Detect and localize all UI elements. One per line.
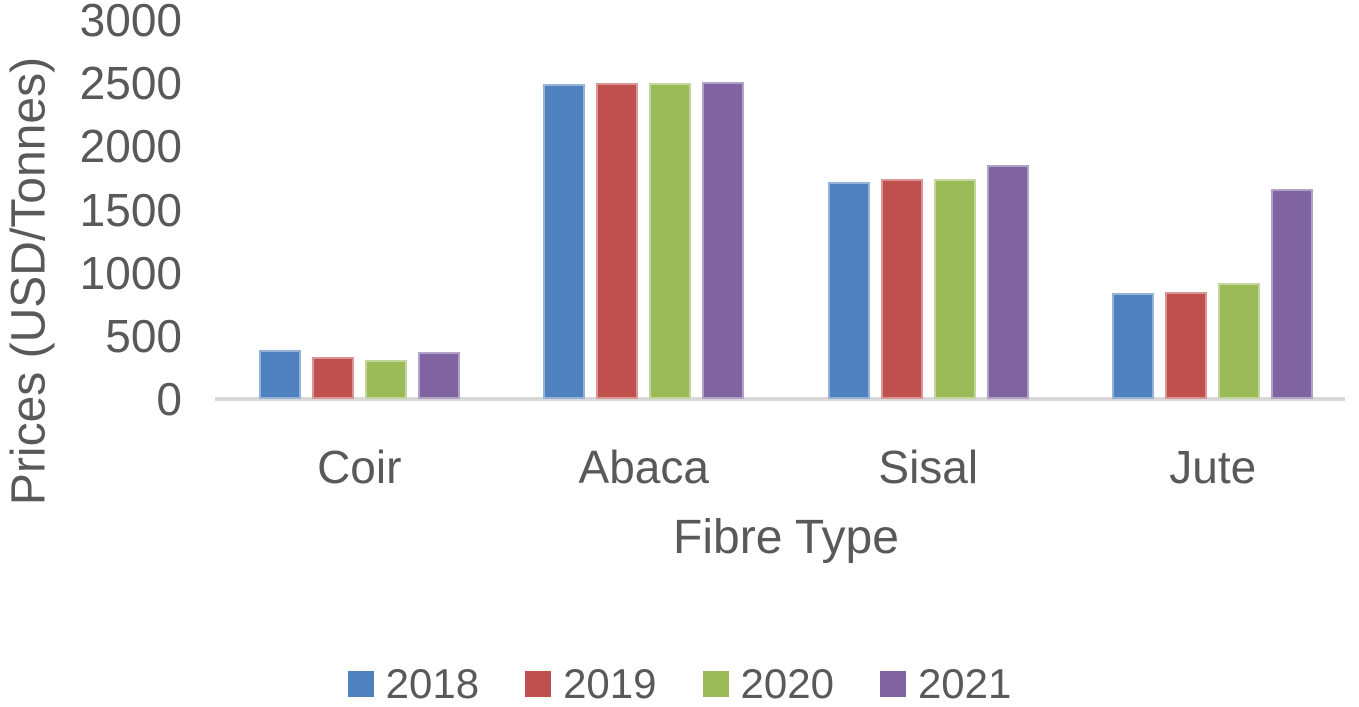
legend-label-2021: 2021 — [917, 659, 1012, 707]
y-axis-tick-labels: 0 500 1000 1500 2000 2500 3000 — [0, 0, 182, 430]
x-axis-line — [215, 397, 1345, 401]
bar-2019-sisal — [880, 178, 923, 399]
y-tick-label-1500: 1500 — [79, 183, 182, 236]
bar-2020-sisal — [933, 179, 976, 399]
legend-item-2021: 2021 — [879, 659, 1012, 707]
legend-item-2019: 2019 — [525, 659, 657, 707]
legend-item-2020: 2020 — [702, 659, 834, 707]
legend-swatch-2018 — [347, 670, 374, 697]
legend: 2018 2019 2020 2021 — [0, 660, 1359, 707]
bar-2018-coir — [258, 349, 301, 399]
bar-2018-sisal — [827, 181, 870, 399]
bar-2021-coir — [417, 352, 460, 399]
bar-2021-abaca — [702, 81, 745, 399]
legend-swatch-2020 — [702, 670, 729, 697]
bar-2021-jute — [1271, 189, 1314, 399]
y-tick-label-500: 500 — [105, 309, 182, 362]
y-tick-label-1000: 1000 — [79, 246, 182, 299]
legend-swatch-2021 — [879, 670, 906, 697]
y-tick-label-2500: 2500 — [79, 57, 182, 110]
legend-label-2020: 2020 — [740, 659, 834, 707]
x-category-label-sisal: Sisal — [878, 441, 979, 493]
y-tick-label-3000: 3000 — [79, 0, 182, 46]
y-tick-label-0: 0 — [156, 373, 182, 425]
bar-2018-jute — [1112, 292, 1155, 399]
bar-2020-abaca — [649, 83, 692, 399]
bar-2020-coir — [364, 360, 407, 399]
plot-area — [217, 20, 1355, 399]
bar-2019-abaca — [596, 83, 639, 399]
x-category-label-abaca: Abaca — [578, 441, 709, 493]
legend-label-2018: 2018 — [385, 659, 480, 707]
x-category-label-jute: Jute — [1169, 441, 1257, 493]
x-category-label-coir: Coir — [317, 441, 402, 493]
bar-2020-jute — [1218, 283, 1261, 399]
legend-label-2019: 2019 — [563, 659, 657, 707]
y-tick-label-2000: 2000 — [79, 120, 182, 173]
x-axis-title: Fibre Type — [673, 511, 899, 564]
bar-2019-jute — [1165, 291, 1208, 399]
bar-2021-sisal — [986, 164, 1029, 399]
legend-item-2018: 2018 — [347, 659, 480, 707]
bar-2018-abaca — [543, 84, 586, 399]
bar-2019-coir — [311, 357, 354, 399]
legend-swatch-2019 — [525, 670, 552, 697]
